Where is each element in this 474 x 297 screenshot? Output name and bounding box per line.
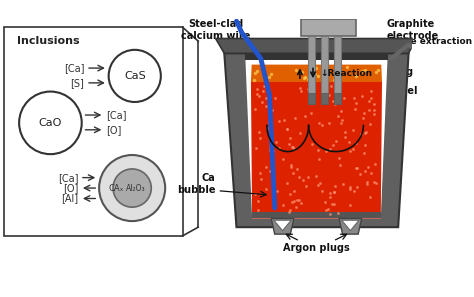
Bar bbox=[4, 27, 182, 236]
Polygon shape bbox=[339, 219, 362, 234]
Text: [Ca]: [Ca] bbox=[64, 63, 84, 73]
Text: Al₂O₃: Al₂O₃ bbox=[126, 184, 146, 192]
Text: Steel: Steel bbox=[390, 86, 418, 96]
Bar bbox=[301, 19, 356, 36]
Text: Ca
bubble: Ca bubble bbox=[177, 173, 216, 195]
Text: Argon plugs: Argon plugs bbox=[283, 243, 350, 253]
Text: Fume extraction: Fume extraction bbox=[390, 37, 473, 46]
Bar bbox=[334, 36, 341, 104]
Circle shape bbox=[19, 91, 82, 154]
Circle shape bbox=[113, 169, 151, 207]
Bar bbox=[308, 93, 315, 104]
Bar bbox=[308, 36, 315, 104]
Bar bbox=[334, 93, 341, 104]
Polygon shape bbox=[245, 53, 388, 219]
Bar bbox=[321, 93, 328, 104]
Text: [Ca]: [Ca] bbox=[106, 110, 127, 120]
Polygon shape bbox=[271, 219, 294, 234]
Polygon shape bbox=[251, 65, 382, 82]
Text: [S]: [S] bbox=[71, 78, 84, 88]
Text: Steel-clad
calcium wire: Steel-clad calcium wire bbox=[181, 19, 250, 41]
Text: [Al]: [Al] bbox=[61, 193, 78, 203]
Text: [O]: [O] bbox=[63, 183, 78, 193]
Polygon shape bbox=[342, 220, 359, 231]
Text: Inclusions: Inclusions bbox=[18, 36, 80, 46]
Polygon shape bbox=[251, 82, 382, 219]
Polygon shape bbox=[252, 212, 381, 219]
Polygon shape bbox=[216, 39, 416, 53]
Text: CaS: CaS bbox=[124, 71, 146, 81]
Polygon shape bbox=[224, 53, 409, 227]
Text: Slag: Slag bbox=[390, 67, 414, 77]
Text: [Ca]: [Ca] bbox=[58, 173, 78, 183]
Circle shape bbox=[99, 155, 165, 221]
Text: ↓Reaction: ↓Reaction bbox=[320, 69, 372, 78]
Text: [O]: [O] bbox=[106, 125, 121, 135]
Text: CAₓ: CAₓ bbox=[108, 184, 123, 192]
Text: Graphite
electrode: Graphite electrode bbox=[387, 19, 439, 41]
Polygon shape bbox=[274, 220, 291, 231]
Text: CaO: CaO bbox=[39, 118, 62, 128]
Polygon shape bbox=[245, 53, 388, 60]
Bar bbox=[321, 36, 328, 104]
Circle shape bbox=[109, 50, 161, 102]
